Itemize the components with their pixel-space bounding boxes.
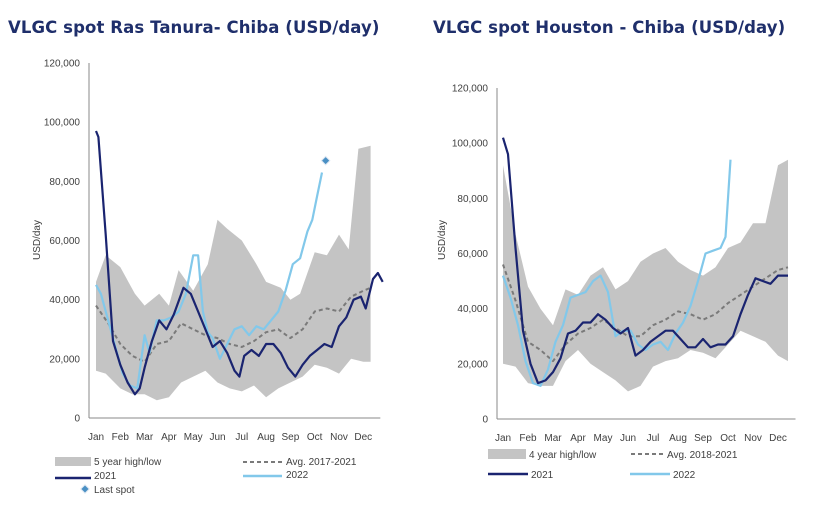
left-chart: 0 20,000 40,000 60,000 80,000 100,000 120,000 U… bbox=[32, 59, 384, 443]
y-tick-label: 60,000 bbox=[49, 236, 80, 247]
legend-band-label: 5 year high/low bbox=[94, 457, 162, 468]
x-tick-label: Oct bbox=[307, 432, 323, 443]
series-line-avg-2017-2021 bbox=[95, 286, 371, 363]
legend-band-swatch bbox=[55, 457, 91, 466]
x-tick-label: Mar bbox=[136, 432, 154, 443]
x-tick-label: Dec bbox=[769, 433, 787, 444]
x-tick-label: Oct bbox=[720, 433, 736, 444]
x-tick-label: Aug bbox=[257, 432, 275, 443]
x-tick-label: Aug bbox=[669, 433, 687, 444]
x-tick-label: Feb bbox=[112, 432, 130, 443]
x-tick-label: Apr bbox=[570, 433, 586, 444]
x-tick-label: Apr bbox=[161, 432, 177, 443]
legend-last-spot-label: Last spot bbox=[94, 485, 135, 496]
x-tick-label: Sep bbox=[694, 433, 712, 444]
legend-avg-label: Avg. 2018-2021 bbox=[667, 450, 738, 461]
chart-title-left: VLGC spot Ras Tanura- Chiba (USD/day) bbox=[8, 18, 380, 37]
x-tick-label: Jun bbox=[620, 433, 636, 444]
x-tick-label: Dec bbox=[354, 432, 372, 443]
y-tick-label: 100,000 bbox=[452, 139, 489, 150]
y-tick-label: 40,000 bbox=[457, 304, 488, 315]
y-axis-title: USD/day bbox=[437, 220, 448, 260]
y-tick-label: 120,000 bbox=[44, 59, 81, 70]
legend-band-label: 4 year high/low bbox=[529, 450, 597, 461]
series-line-2021 bbox=[94, 130, 384, 396]
y-tick-label: 80,000 bbox=[457, 194, 488, 205]
y-tick-label: 40,000 bbox=[49, 295, 80, 306]
legend-right: 4 year high/low Avg. 2018-2021 2021 2022 bbox=[488, 449, 738, 481]
high-low-band bbox=[96, 145, 371, 401]
y-tick-label: 80,000 bbox=[49, 177, 80, 188]
x-tick-label: Jan bbox=[495, 433, 511, 444]
x-tick-label: Jul bbox=[647, 433, 660, 444]
chart-title-right: VLGC spot Houston - Chiba (USD/day) bbox=[433, 18, 786, 37]
legend-avg-label: Avg. 2017-2021 bbox=[286, 457, 357, 468]
y-tick-label: 0 bbox=[482, 415, 488, 426]
legend-band-swatch bbox=[488, 449, 526, 459]
x-tick-label: Jul bbox=[235, 432, 248, 443]
right-chart: 0 20,000 40,000 60,000 80,000 100,000 120,000 U… bbox=[437, 84, 796, 444]
x-tick-label: Feb bbox=[519, 433, 537, 444]
y-tick-label: 0 bbox=[74, 414, 80, 425]
series-line-2021 bbox=[501, 137, 788, 385]
y-tick-label: 100,000 bbox=[44, 118, 81, 129]
x-tick-label: Jun bbox=[209, 432, 225, 443]
y-tick-label: 20,000 bbox=[457, 359, 488, 370]
x-tick-label: Mar bbox=[544, 433, 562, 444]
x-tick-label: Nov bbox=[744, 433, 762, 444]
x-tick-label: May bbox=[184, 432, 203, 443]
y-axis-title: USD/day bbox=[32, 220, 43, 260]
x-tick-label: Jan bbox=[88, 432, 104, 443]
x-tick-label: Nov bbox=[330, 432, 348, 443]
legend-2021-label: 2021 bbox=[531, 470, 554, 481]
series-line-2022 bbox=[95, 172, 324, 390]
legend-2022-label: 2022 bbox=[286, 470, 309, 481]
y-tick-label: 60,000 bbox=[457, 249, 488, 260]
x-tick-label: Sep bbox=[282, 432, 300, 443]
y-tick-label: 120,000 bbox=[452, 84, 489, 95]
legend-2021-label: 2021 bbox=[94, 471, 117, 482]
y-tick-label: 20,000 bbox=[49, 354, 80, 365]
last-spot-marker bbox=[320, 155, 331, 166]
legend-2022-label: 2022 bbox=[673, 470, 696, 481]
x-tick-label: May bbox=[594, 433, 613, 444]
high-low-band bbox=[503, 159, 788, 392]
legend-last-spot-swatch bbox=[80, 484, 90, 494]
legend-left: 5 year high/low Avg. 2017-2021 2021 2022… bbox=[55, 457, 357, 496]
